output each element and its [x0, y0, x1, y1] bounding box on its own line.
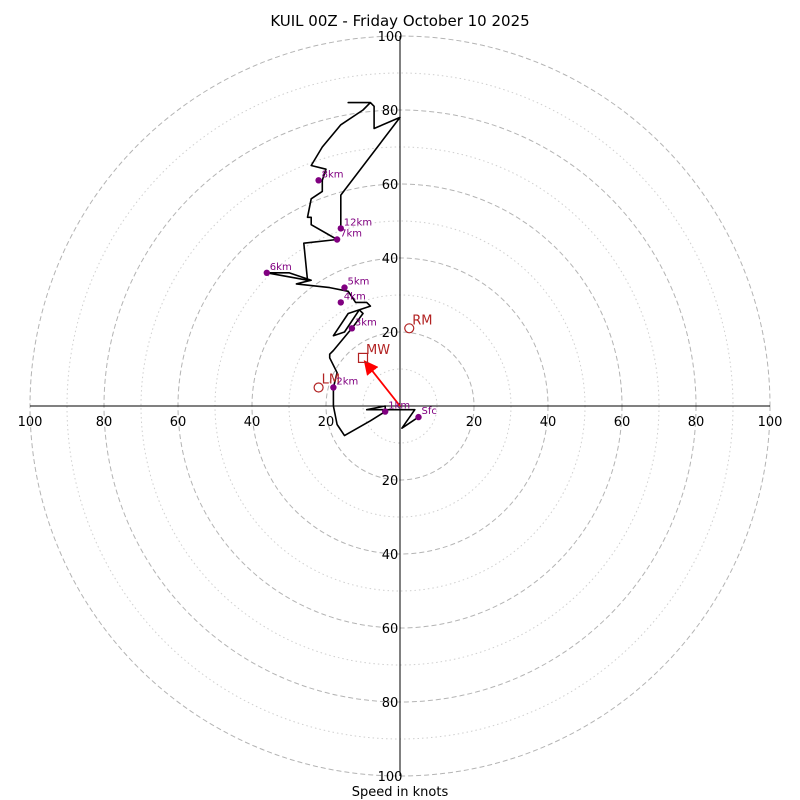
height-label-12km: 12km: [344, 217, 372, 228]
tick-top-80: 80: [382, 104, 399, 119]
tick-left-20: 20: [318, 415, 335, 430]
mw-label: MW: [366, 343, 390, 358]
height-label-1km: 1km: [388, 401, 410, 412]
tick-labels: 100 80 60 40 20 20 40 60 80 100 100 80 60 40 20 20 40 60 8…: [18, 30, 783, 785]
height-point-5km: [341, 284, 348, 291]
height-point-6km: [263, 269, 270, 276]
tick-left-100: 100: [18, 415, 43, 430]
rm-marker: [404, 323, 415, 334]
hodograph-trace-line: [265, 101, 419, 437]
height-label-5km: 5km: [348, 277, 370, 288]
tick-top-60: 60: [382, 178, 399, 193]
x-axis-label: Speed in knots: [352, 785, 449, 800]
tick-left-60: 60: [170, 415, 187, 430]
height-point-2km: [330, 384, 337, 391]
tick-right-60: 60: [614, 415, 631, 430]
tick-left-40: 40: [244, 415, 261, 430]
storm-motion-markers: RM LM MW: [313, 313, 433, 407]
storm-motion-vector: [363, 360, 401, 407]
lm-label: LM: [322, 373, 340, 388]
tick-top-20: 20: [382, 326, 399, 341]
chart-title: KUIL 00Z - Friday October 10 2025: [270, 12, 529, 30]
mw-marker: [357, 352, 369, 363]
height-point-1km: [382, 408, 389, 415]
tick-bottom-40: 40: [382, 548, 399, 563]
height-point-8km: [315, 177, 322, 184]
height-point-7km: [333, 236, 341, 243]
height-label-8km: 8km: [322, 169, 344, 180]
tick-bottom-100: 100: [378, 770, 403, 785]
height-point-Sfc: [415, 413, 422, 421]
height-point-3km: [348, 325, 356, 332]
lm-marker: [313, 382, 324, 393]
tick-top-100: 100: [378, 30, 403, 45]
height-label-2km: 2km: [336, 377, 358, 388]
tick-right-100: 100: [758, 415, 783, 430]
height-label-3km: 3km: [355, 317, 377, 328]
tick-right-20: 20: [466, 415, 483, 430]
height-label-4km: 4km: [344, 291, 366, 302]
height-label-7km: 7km: [340, 229, 362, 240]
height-point-12km: [337, 225, 344, 232]
tick-right-40: 40: [540, 415, 557, 430]
height-label-Sfc: Sfc: [422, 406, 437, 417]
rm-label: RM: [412, 313, 432, 328]
tick-bottom-60: 60: [382, 622, 399, 637]
height-points: Sfc 1km 2km 3km 4km 5km 6km 7km 8km 12km: [263, 169, 437, 421]
height-point-4km: [337, 299, 344, 306]
tick-top-40: 40: [382, 252, 399, 267]
wind-trace: [265, 101, 419, 437]
tick-bottom-20: 20: [382, 474, 399, 489]
tick-right-80: 80: [688, 415, 705, 430]
tick-left-80: 80: [96, 415, 113, 430]
height-label-6km: 6km: [270, 262, 292, 273]
tick-bottom-80: 80: [382, 696, 399, 711]
